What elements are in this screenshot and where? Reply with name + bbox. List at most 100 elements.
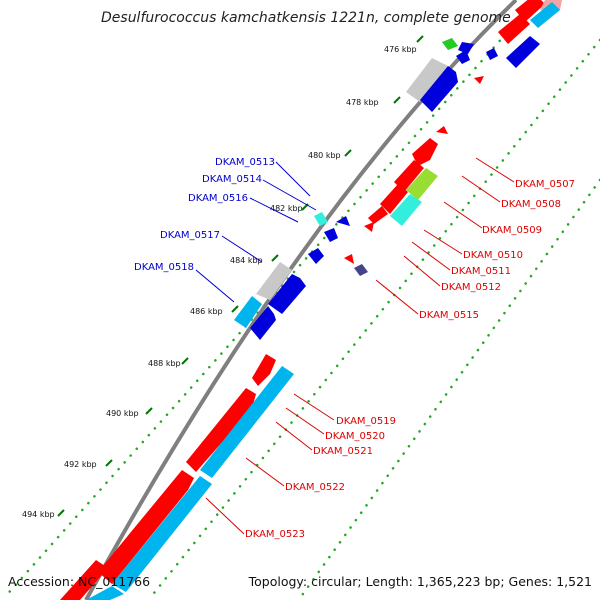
feature-arrow-forward xyxy=(368,206,388,224)
tick-label: 484 kbp xyxy=(230,256,263,265)
tick-label: 492 kbp xyxy=(64,460,97,469)
leader-line xyxy=(443,201,483,229)
feature-grey-box xyxy=(406,58,448,102)
leader-line xyxy=(293,393,335,421)
feature-cluster-middle xyxy=(344,138,438,276)
gene-label: DKAM_0517 xyxy=(160,230,220,241)
feature-small-reverse xyxy=(308,248,324,264)
feature-small-reverse xyxy=(486,48,498,60)
gene-label: DKAM_0513 xyxy=(215,157,275,168)
feature-arrow-reverse xyxy=(420,66,458,112)
gene-label: DKAM_0515 xyxy=(419,310,479,321)
feature-small-forward xyxy=(344,254,354,264)
tick-label: 478 kbp xyxy=(346,98,379,107)
feature-small-green xyxy=(442,38,458,50)
tick-label: 488 kbp xyxy=(148,359,181,368)
gene-label: DKAM_0514 xyxy=(202,174,262,185)
left-gene-labels: DKAM_0513 DKAM_0514 DKAM_0516 DKAM_0517 … xyxy=(134,157,275,273)
leader-line xyxy=(262,179,317,211)
genome-summary-text: Topology: circular; Length: 1,365,223 bp… xyxy=(248,574,592,589)
tick-label: 476 kbp xyxy=(384,45,417,54)
feature-cluster-left xyxy=(234,212,350,340)
feature-cyan-box xyxy=(200,366,294,478)
tick-mark xyxy=(393,96,401,104)
feature-arrow-forward xyxy=(412,138,438,166)
feature-cyan-box xyxy=(112,476,212,592)
feature-small-purple xyxy=(354,264,368,276)
feature-arrow-forward xyxy=(498,14,530,44)
leader-line xyxy=(375,279,419,315)
leader-line xyxy=(285,407,325,435)
left-leader-lines xyxy=(195,161,317,303)
feature-cyan-box xyxy=(86,586,124,600)
feature-grey-box xyxy=(256,262,292,300)
feature-small-forward xyxy=(364,222,374,232)
feature-small-forward xyxy=(436,126,448,134)
leader-line xyxy=(195,269,235,303)
inner-dotted-guide xyxy=(298,178,600,600)
tick-label: 482 kbp xyxy=(270,204,303,213)
middle-dotted-guide xyxy=(148,38,600,600)
feature-green-box xyxy=(406,168,438,200)
right-gene-labels: DKAM_0507 DKAM_0508 DKAM_0509 DKAM_0510 … xyxy=(245,179,575,540)
feature-small-reverse xyxy=(336,216,350,226)
feature-arrow-forward xyxy=(98,470,194,584)
leader-line xyxy=(423,229,463,255)
feature-small-reverse xyxy=(324,228,338,242)
tick-mark xyxy=(57,509,65,517)
tick-mark xyxy=(105,459,113,467)
tick-mark xyxy=(416,35,424,43)
feature-cluster-top xyxy=(406,0,562,134)
leader-line xyxy=(205,497,245,535)
leader-line xyxy=(249,197,299,223)
gene-label: DKAM_0510 xyxy=(463,250,523,261)
tick-label: 490 kbp xyxy=(106,409,139,418)
tick-mark xyxy=(271,254,279,262)
gene-label: DKAM_0508 xyxy=(501,199,561,210)
gene-label: DKAM_0520 xyxy=(325,431,385,442)
feature-arrow-forward xyxy=(60,560,108,600)
gene-label: DKAM_0509 xyxy=(482,225,542,236)
right-leader-lines xyxy=(205,157,515,535)
gene-label: DKAM_0521 xyxy=(313,446,373,457)
leader-line xyxy=(275,161,311,197)
leader-line xyxy=(403,255,441,287)
gene-label: DKAM_0519 xyxy=(336,416,396,427)
leader-line xyxy=(461,175,501,203)
gene-label: DKAM_0507 xyxy=(515,179,575,190)
feature-small-forward xyxy=(252,354,276,386)
genome-backbone xyxy=(84,0,518,600)
tick-marks xyxy=(57,35,424,517)
gene-label: DKAM_0518 xyxy=(134,262,194,273)
accession-text: Accession: NC_011766 xyxy=(8,574,150,589)
feature-small-forward xyxy=(474,76,484,84)
feature-arrow-reverse xyxy=(250,306,276,340)
tick-labels: 476 kbp 478 kbp 480 kbp 482 kbp 484 kbp … xyxy=(22,45,417,519)
feature-arrow-forward xyxy=(186,388,256,472)
leader-line xyxy=(245,457,285,487)
gene-label: DKAM_0522 xyxy=(285,482,345,493)
feature-arrow-forward xyxy=(394,160,424,192)
gene-label: DKAM_0516 xyxy=(188,193,248,204)
feature-small-reverse xyxy=(456,50,470,64)
tick-label: 494 kbp xyxy=(22,510,55,519)
feature-arrow-reverse xyxy=(506,36,540,68)
feature-cluster-lower xyxy=(60,354,294,600)
leader-line xyxy=(475,157,515,183)
feature-cyan-box xyxy=(234,296,262,328)
tick-label: 486 kbp xyxy=(190,307,223,316)
gene-label: DKAM_0512 xyxy=(441,282,501,293)
feature-box-cyan xyxy=(530,2,560,28)
leader-line xyxy=(221,235,263,263)
tick-mark xyxy=(145,407,153,415)
tick-mark xyxy=(231,305,239,313)
tick-label: 480 kbp xyxy=(308,151,341,160)
feature-small-cyan xyxy=(314,212,328,226)
feature-arrow-forward xyxy=(380,184,408,214)
leader-line xyxy=(275,421,313,451)
tick-mark xyxy=(181,357,189,365)
feature-arrow-reverse xyxy=(268,274,306,314)
leader-line xyxy=(411,241,451,271)
